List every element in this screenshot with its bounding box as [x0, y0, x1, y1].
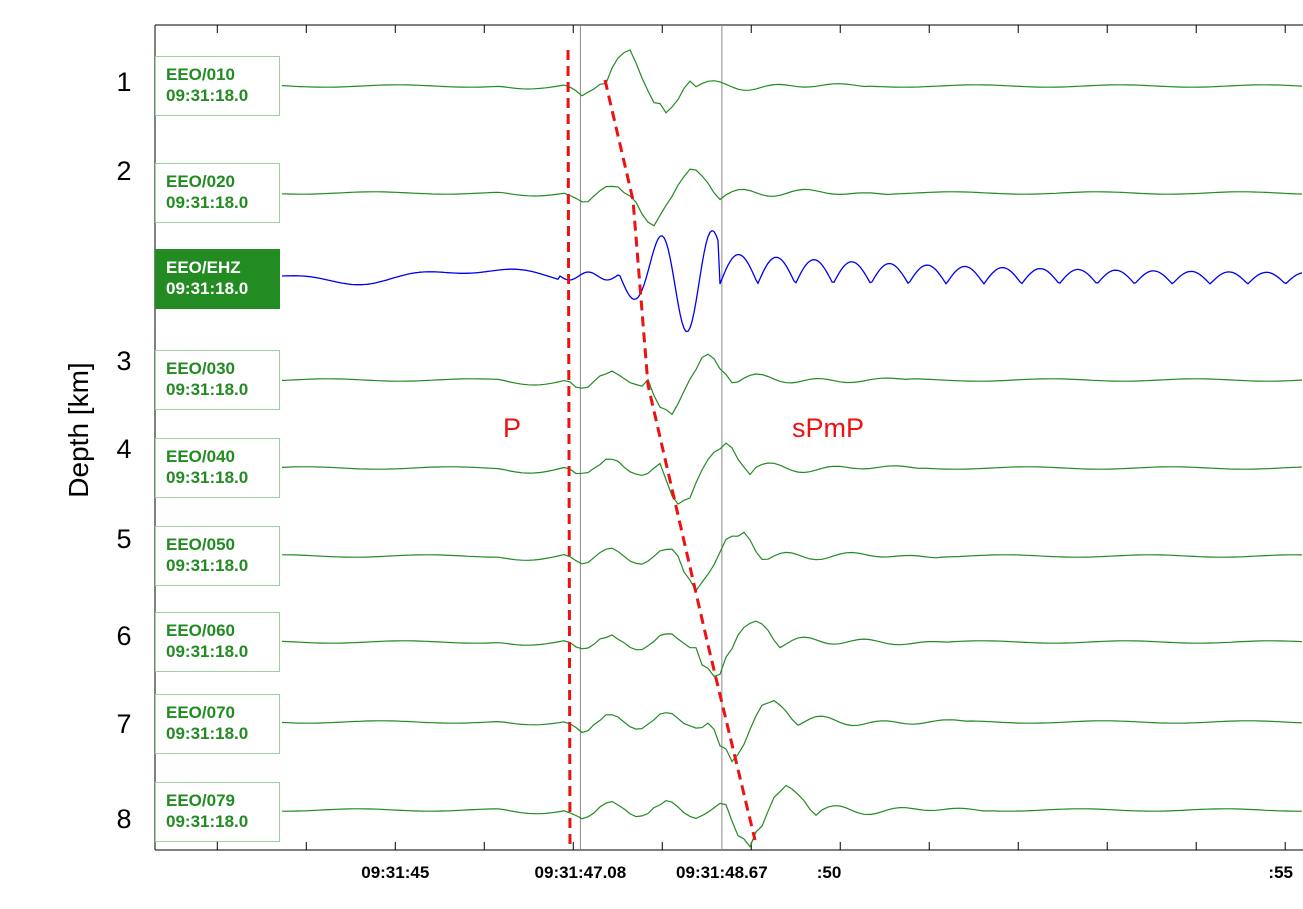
- time-markers: [579, 25, 723, 850]
- waveform-trace: [281, 353, 1303, 416]
- phase-line-p: [566, 49, 572, 851]
- depth-label: 7: [116, 709, 131, 739]
- depth-label: 5: [116, 524, 131, 554]
- phase-label: sPmP: [792, 413, 864, 443]
- x-axis-tick-labels: 09:31:45 09:31:47.08 09:31:48.67 :50 :55: [361, 863, 1293, 882]
- waveform-traces: [281, 49, 1303, 848]
- station-label-020[interactable]: EEO/020 09:31:18.0: [155, 163, 280, 223]
- station-start-time: 09:31:18.0: [166, 642, 249, 661]
- station-name: EEO/030: [166, 359, 235, 378]
- waveform-trace: [282, 784, 1302, 848]
- station-label-060[interactable]: EEO/060 09:31:18.0: [155, 612, 280, 672]
- waveform-trace: [281, 49, 1303, 114]
- station-label-070[interactable]: EEO/070 09:31:18.0: [155, 694, 280, 754]
- station-start-time: 09:31:18.0: [166, 193, 249, 212]
- phase-lines: [566, 49, 757, 851]
- depth-label: 6: [116, 621, 131, 651]
- station-start-time: 09:31:18.0: [166, 279, 249, 298]
- depth-label: 3: [116, 346, 131, 376]
- depth-label: 4: [116, 434, 131, 464]
- waveform-trace: [281, 699, 1303, 763]
- station-name: EEO/020: [166, 172, 235, 191]
- x-tick-label: :55: [1268, 863, 1293, 882]
- station-label-ehz[interactable]: EEO/EHZ 09:31:18.0: [155, 249, 280, 309]
- station-start-time: 09:31:18.0: [166, 556, 249, 575]
- station-name: EEO/010: [166, 65, 235, 84]
- x-tick-label: 09:31:45: [361, 863, 429, 882]
- station-label-040[interactable]: EEO/040 09:31:18.0: [155, 438, 280, 498]
- station-start-time: 09:31:18.0: [166, 468, 249, 487]
- depth-label: 2: [116, 156, 131, 186]
- waveform-trace: [282, 531, 1303, 592]
- phase-line-spmp: [603, 79, 757, 841]
- x-tick-label: :50: [817, 863, 842, 882]
- waveform-trace-reference: [281, 229, 1303, 333]
- station-label-050[interactable]: EEO/050 09:31:18.0: [155, 526, 280, 586]
- depth-label: 1: [116, 67, 131, 97]
- station-label-079[interactable]: EEO/079 09:31:18.0: [155, 782, 280, 842]
- station-name: EEO/050: [166, 535, 235, 554]
- waveform-trace: [281, 620, 1303, 678]
- station-label-010[interactable]: EEO/010 09:31:18.0: [155, 56, 280, 116]
- station-start-time: 09:31:18.0: [166, 812, 249, 831]
- station-start-time: 09:31:18.0: [166, 380, 249, 399]
- station-start-time: 09:31:18.0: [166, 86, 249, 105]
- station-name: EEO/040: [166, 447, 235, 466]
- phase-label: P: [503, 413, 521, 443]
- station-name: EEO/060: [166, 621, 235, 640]
- y-axis-label: Depth [km]: [63, 362, 94, 497]
- station-name: EEO/EHZ: [166, 258, 241, 277]
- x-tick-label: 09:31:47.08: [535, 863, 627, 882]
- station-start-time: 09:31:18.0: [166, 724, 249, 743]
- x-tick-label: 09:31:48.67: [676, 863, 768, 882]
- waveform-trace: [281, 442, 1303, 505]
- x-axis-ticks: [216, 25, 1286, 850]
- station-name: EEO/079: [166, 791, 235, 810]
- waveform-trace: [281, 168, 1303, 227]
- station-label-030[interactable]: EEO/030 09:31:18.0: [155, 350, 280, 410]
- depth-label: 8: [116, 804, 131, 834]
- depth-labels: 1 2 3 4 5 6 7 8: [116, 67, 131, 834]
- station-name: EEO/070: [166, 703, 235, 722]
